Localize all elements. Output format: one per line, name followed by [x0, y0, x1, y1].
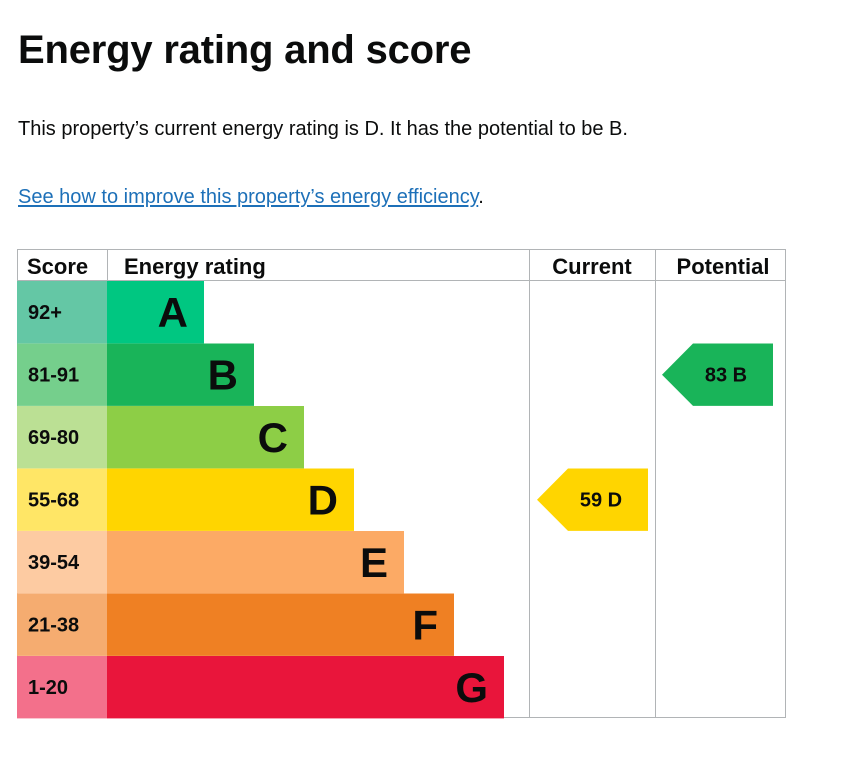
potential-rating-arrow: [662, 343, 773, 406]
header-score: Score: [27, 254, 88, 279]
score-range-e: 39-54: [28, 552, 80, 574]
band-letter-d: D: [308, 477, 338, 524]
band-letter-e: E: [360, 539, 388, 586]
band-bar-b: [107, 343, 254, 406]
band-bar-c: [107, 406, 304, 469]
improve-efficiency-link[interactable]: See how to improve this property’s energ…: [18, 186, 479, 208]
score-cell-b: [17, 343, 107, 406]
link-suffix: .: [478, 186, 484, 208]
band-letter-f: F: [412, 602, 438, 649]
band-bar-g: [107, 656, 504, 719]
score-range-b: 81-91: [28, 365, 79, 387]
rating-bands: 92+ A 81-91 B 69-80 C 55-68 D 39-54 E 21-38 F 1-20 G: [17, 281, 504, 719]
rating-summary: This property’s current energy rating is…: [18, 118, 628, 140]
score-cell-a: [17, 281, 107, 344]
band-bar-d: [107, 468, 354, 531]
score-cell-f: [17, 593, 107, 656]
potential-rating-label: 83 B: [705, 365, 747, 387]
header-potential: Potential: [677, 254, 770, 279]
score-range-d: 55-68: [28, 490, 79, 512]
score-cell-d: [17, 468, 107, 531]
improve-link-line: See how to improve this property’s energ…: [18, 182, 484, 212]
band-letter-c: C: [258, 414, 288, 461]
score-range-a: 92+: [28, 302, 62, 324]
score-cell-e: [17, 531, 107, 594]
header-energy-rating: Energy rating: [124, 254, 266, 279]
band-letter-g: G: [455, 664, 488, 711]
band-bar-e: [107, 531, 404, 594]
score-range-g: 1-20: [28, 677, 68, 699]
band-bar-a: [107, 281, 204, 344]
score-range-f: 21-38: [28, 615, 79, 637]
rating-arrows: 59 D 83 B: [537, 343, 773, 531]
score-cell-g: [17, 656, 107, 719]
current-rating-label: 59 D: [580, 490, 622, 512]
current-rating-arrow: [537, 468, 648, 531]
score-range-c: 69-80: [28, 427, 79, 449]
band-letter-b: B: [208, 352, 238, 399]
score-cell-c: [17, 406, 107, 469]
band-letter-a: A: [158, 289, 188, 336]
page-title: Energy rating and score: [18, 28, 472, 72]
header-current: Current: [552, 254, 632, 279]
band-bar-f: [107, 593, 454, 656]
